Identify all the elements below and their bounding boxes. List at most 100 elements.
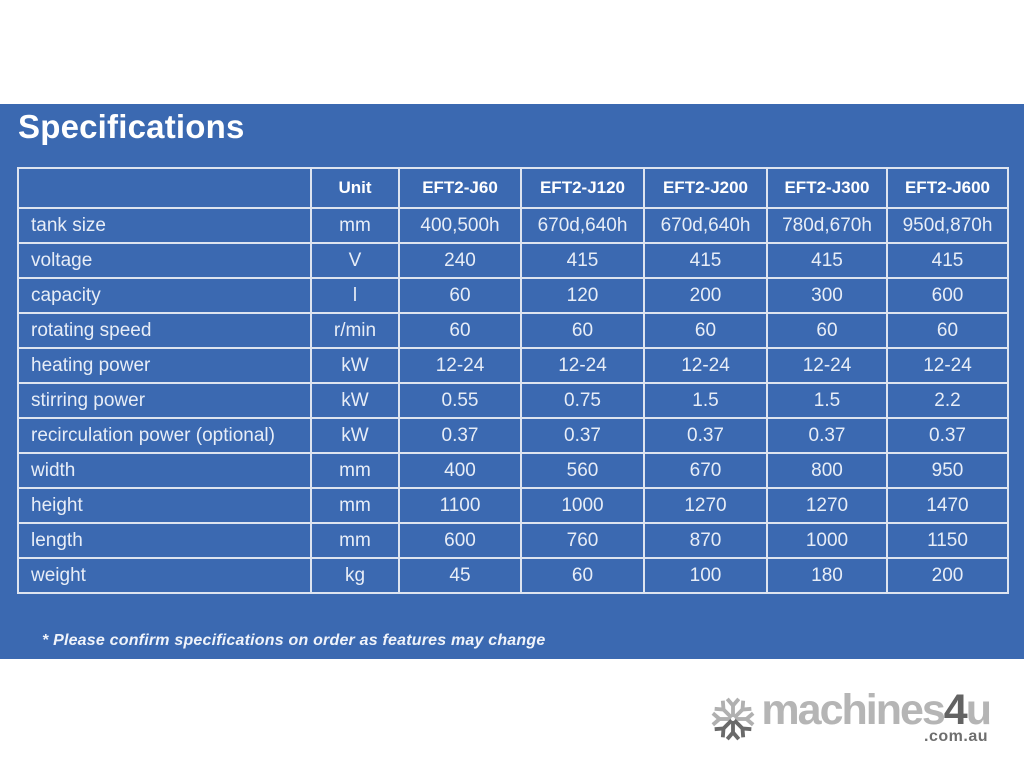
table-header-row: Unit EFT2-J60 EFT2-J120 EFT2-J200 EFT2-J300 E… xyxy=(17,167,1009,209)
unit-cell: r/min xyxy=(310,312,400,349)
logo-domain: .com.au xyxy=(924,727,988,745)
header-cell: EFT2-J120 xyxy=(520,167,645,209)
value-cell: 1.5 xyxy=(766,382,888,419)
value-cell: 300 xyxy=(766,277,888,314)
spec-label-cell: width xyxy=(17,452,312,489)
value-cell: 2.2 xyxy=(886,382,1009,419)
spec-label-cell: voltage xyxy=(17,242,312,279)
value-cell: 780d,670h xyxy=(766,207,888,244)
header-cell: EFT2-J60 xyxy=(398,167,522,209)
spec-label-cell: length xyxy=(17,522,312,559)
spec-table-body: tank size mm 400,500h 670d,640h 670d,640h 780… xyxy=(17,207,1009,594)
value-cell: 560 xyxy=(520,452,645,489)
page-title: Specifications xyxy=(18,108,245,145)
value-cell: 60 xyxy=(643,312,768,349)
value-cell: 600 xyxy=(398,522,522,559)
value-cell: 180 xyxy=(766,557,888,594)
value-cell: 60 xyxy=(766,312,888,349)
value-cell: 1270 xyxy=(766,487,888,524)
unit-cell: l xyxy=(310,277,400,314)
logo-brand-machines: machines xyxy=(761,686,945,734)
value-cell: 12-24 xyxy=(398,347,522,384)
spec-label-cell: rotating speed xyxy=(17,312,312,349)
table-row: length mm 600 760 870 1000 1150 xyxy=(17,522,1009,559)
value-cell: 800 xyxy=(766,452,888,489)
spec-label-cell: stirring power xyxy=(17,382,312,419)
value-cell: 415 xyxy=(643,242,768,279)
spec-label-cell: height xyxy=(17,487,312,524)
snowflake-asterisk-icon xyxy=(709,692,757,746)
value-cell: 600 xyxy=(886,277,1009,314)
unit-cell: kW xyxy=(310,417,400,454)
value-cell: 1100 xyxy=(398,487,522,524)
header-cell: EFT2-J300 xyxy=(766,167,888,209)
value-cell: 950d,870h xyxy=(886,207,1009,244)
table-row: height mm 1100 1000 1270 1270 1470 xyxy=(17,487,1009,524)
value-cell: 60 xyxy=(520,312,645,349)
value-cell: 1000 xyxy=(520,487,645,524)
value-cell: 60 xyxy=(398,312,522,349)
table-row: voltage V 240 415 415 415 415 xyxy=(17,242,1009,279)
value-cell: 1000 xyxy=(766,522,888,559)
value-cell: 400,500h xyxy=(398,207,522,244)
value-cell: 12-24 xyxy=(886,347,1009,384)
value-cell: 415 xyxy=(766,242,888,279)
logo-brand-u: u xyxy=(965,686,992,734)
value-cell: 870 xyxy=(643,522,768,559)
spec-label-cell: heating power xyxy=(17,347,312,384)
unit-cell: kW xyxy=(310,382,400,419)
value-cell: 400 xyxy=(398,452,522,489)
spec-label-cell: weight xyxy=(17,557,312,594)
unit-cell: kW xyxy=(310,347,400,384)
specifications-table: Unit EFT2-J60 EFT2-J120 EFT2-J200 EFT2-J300 E… xyxy=(17,167,1009,594)
table-row: stirring power kW 0.55 0.75 1.5 1.5 2.2 xyxy=(17,382,1009,419)
spec-label-cell: tank size xyxy=(17,207,312,244)
spec-label-cell: recirculation power (optional) xyxy=(17,417,312,454)
value-cell: 0.37 xyxy=(766,417,888,454)
value-cell: 60 xyxy=(398,277,522,314)
table-row: weight kg 45 60 100 180 200 xyxy=(17,557,1009,594)
value-cell: 12-24 xyxy=(520,347,645,384)
value-cell: 1270 xyxy=(643,487,768,524)
table-row: tank size mm 400,500h 670d,640h 670d,640h 780… xyxy=(17,207,1009,244)
table-row: recirculation power (optional) kW 0.37 0.37… xyxy=(17,417,1009,454)
value-cell: 760 xyxy=(520,522,645,559)
value-cell: 670 xyxy=(643,452,768,489)
logo-text: machines4u .com.au xyxy=(761,689,992,746)
machines4u-logo: machines4u .com.au xyxy=(709,689,992,746)
value-cell: 12-24 xyxy=(766,347,888,384)
value-cell: 415 xyxy=(520,242,645,279)
unit-cell: V xyxy=(310,242,400,279)
table-header: Unit EFT2-J60 EFT2-J120 EFT2-J200 EFT2-J300 E… xyxy=(17,167,1009,209)
header-cell: EFT2-J200 xyxy=(643,167,768,209)
value-cell: 0.55 xyxy=(398,382,522,419)
value-cell: 0.37 xyxy=(398,417,522,454)
unit-cell: mm xyxy=(310,452,400,489)
table-row: rotating speed r/min 60 60 60 60 60 xyxy=(17,312,1009,349)
logo-brand-4: 4 xyxy=(943,686,968,734)
unit-cell: mm xyxy=(310,487,400,524)
value-cell: 200 xyxy=(886,557,1009,594)
value-cell: 240 xyxy=(398,242,522,279)
value-cell: 60 xyxy=(520,557,645,594)
header-cell: EFT2-J600 xyxy=(886,167,1009,209)
unit-cell: kg xyxy=(310,557,400,594)
unit-cell: mm xyxy=(310,522,400,559)
spec-label-cell: capacity xyxy=(17,277,312,314)
header-cell: Unit xyxy=(310,167,400,209)
value-cell: 45 xyxy=(398,557,522,594)
value-cell: 670d,640h xyxy=(643,207,768,244)
value-cell: 0.37 xyxy=(886,417,1009,454)
value-cell: 415 xyxy=(886,242,1009,279)
value-cell: 12-24 xyxy=(643,347,768,384)
value-cell: 0.37 xyxy=(643,417,768,454)
value-cell: 1.5 xyxy=(643,382,768,419)
value-cell: 0.37 xyxy=(520,417,645,454)
value-cell: 100 xyxy=(643,557,768,594)
value-cell: 120 xyxy=(520,277,645,314)
table-row: capacity l 60 120 200 300 600 xyxy=(17,277,1009,314)
table-row: width mm 400 560 670 800 950 xyxy=(17,452,1009,489)
value-cell: 200 xyxy=(643,277,768,314)
table-row: heating power kW 12-24 12-24 12-24 12-24 12-24 xyxy=(17,347,1009,384)
